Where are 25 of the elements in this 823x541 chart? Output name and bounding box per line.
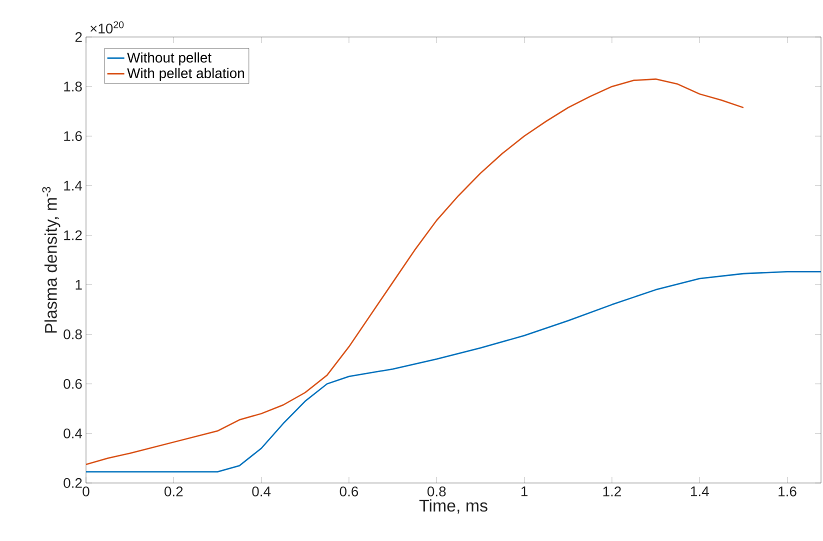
y-tick-label: 0.4 <box>64 428 82 438</box>
x-tick-label: 0.8 <box>427 486 446 496</box>
x-tick-label: 0 <box>82 486 90 496</box>
legend-label: With pellet ablation <box>127 68 244 81</box>
y-tick-label: 0.2 <box>64 478 82 488</box>
x-axis-title: Time, ms <box>419 499 488 514</box>
y-axis-title: Plasma density, m$^{-3}$ <box>42 186 60 333</box>
x-tick-label: 1.2 <box>603 486 621 496</box>
y-tick-label: 2 <box>75 32 82 42</box>
y-tick-label: 0.8 <box>64 329 82 340</box>
y-tick-label: 1.8 <box>64 82 82 92</box>
line-series <box>86 270 822 473</box>
x-tick-label: 0.2 <box>164 486 183 496</box>
x-tick-label: 0.4 <box>252 486 271 496</box>
y-tick-label: 0.6 <box>64 378 82 389</box>
y-tick-label: 1.6 <box>64 131 82 142</box>
legend-label: Without pellet <box>127 52 212 66</box>
x-tick-label: 1.4 <box>690 486 709 496</box>
x-tick-label: 0.6 <box>340 486 358 496</box>
x-tick-label: 1 <box>521 486 528 496</box>
text: ×10$^{20}$ <box>90 21 124 34</box>
x-tick-label: 1.6 <box>778 486 796 496</box>
y-tick-label: 1.4 <box>64 180 82 190</box>
y-tick-label: 1 <box>76 280 82 290</box>
y-tick-label: 1.2 <box>64 230 82 240</box>
